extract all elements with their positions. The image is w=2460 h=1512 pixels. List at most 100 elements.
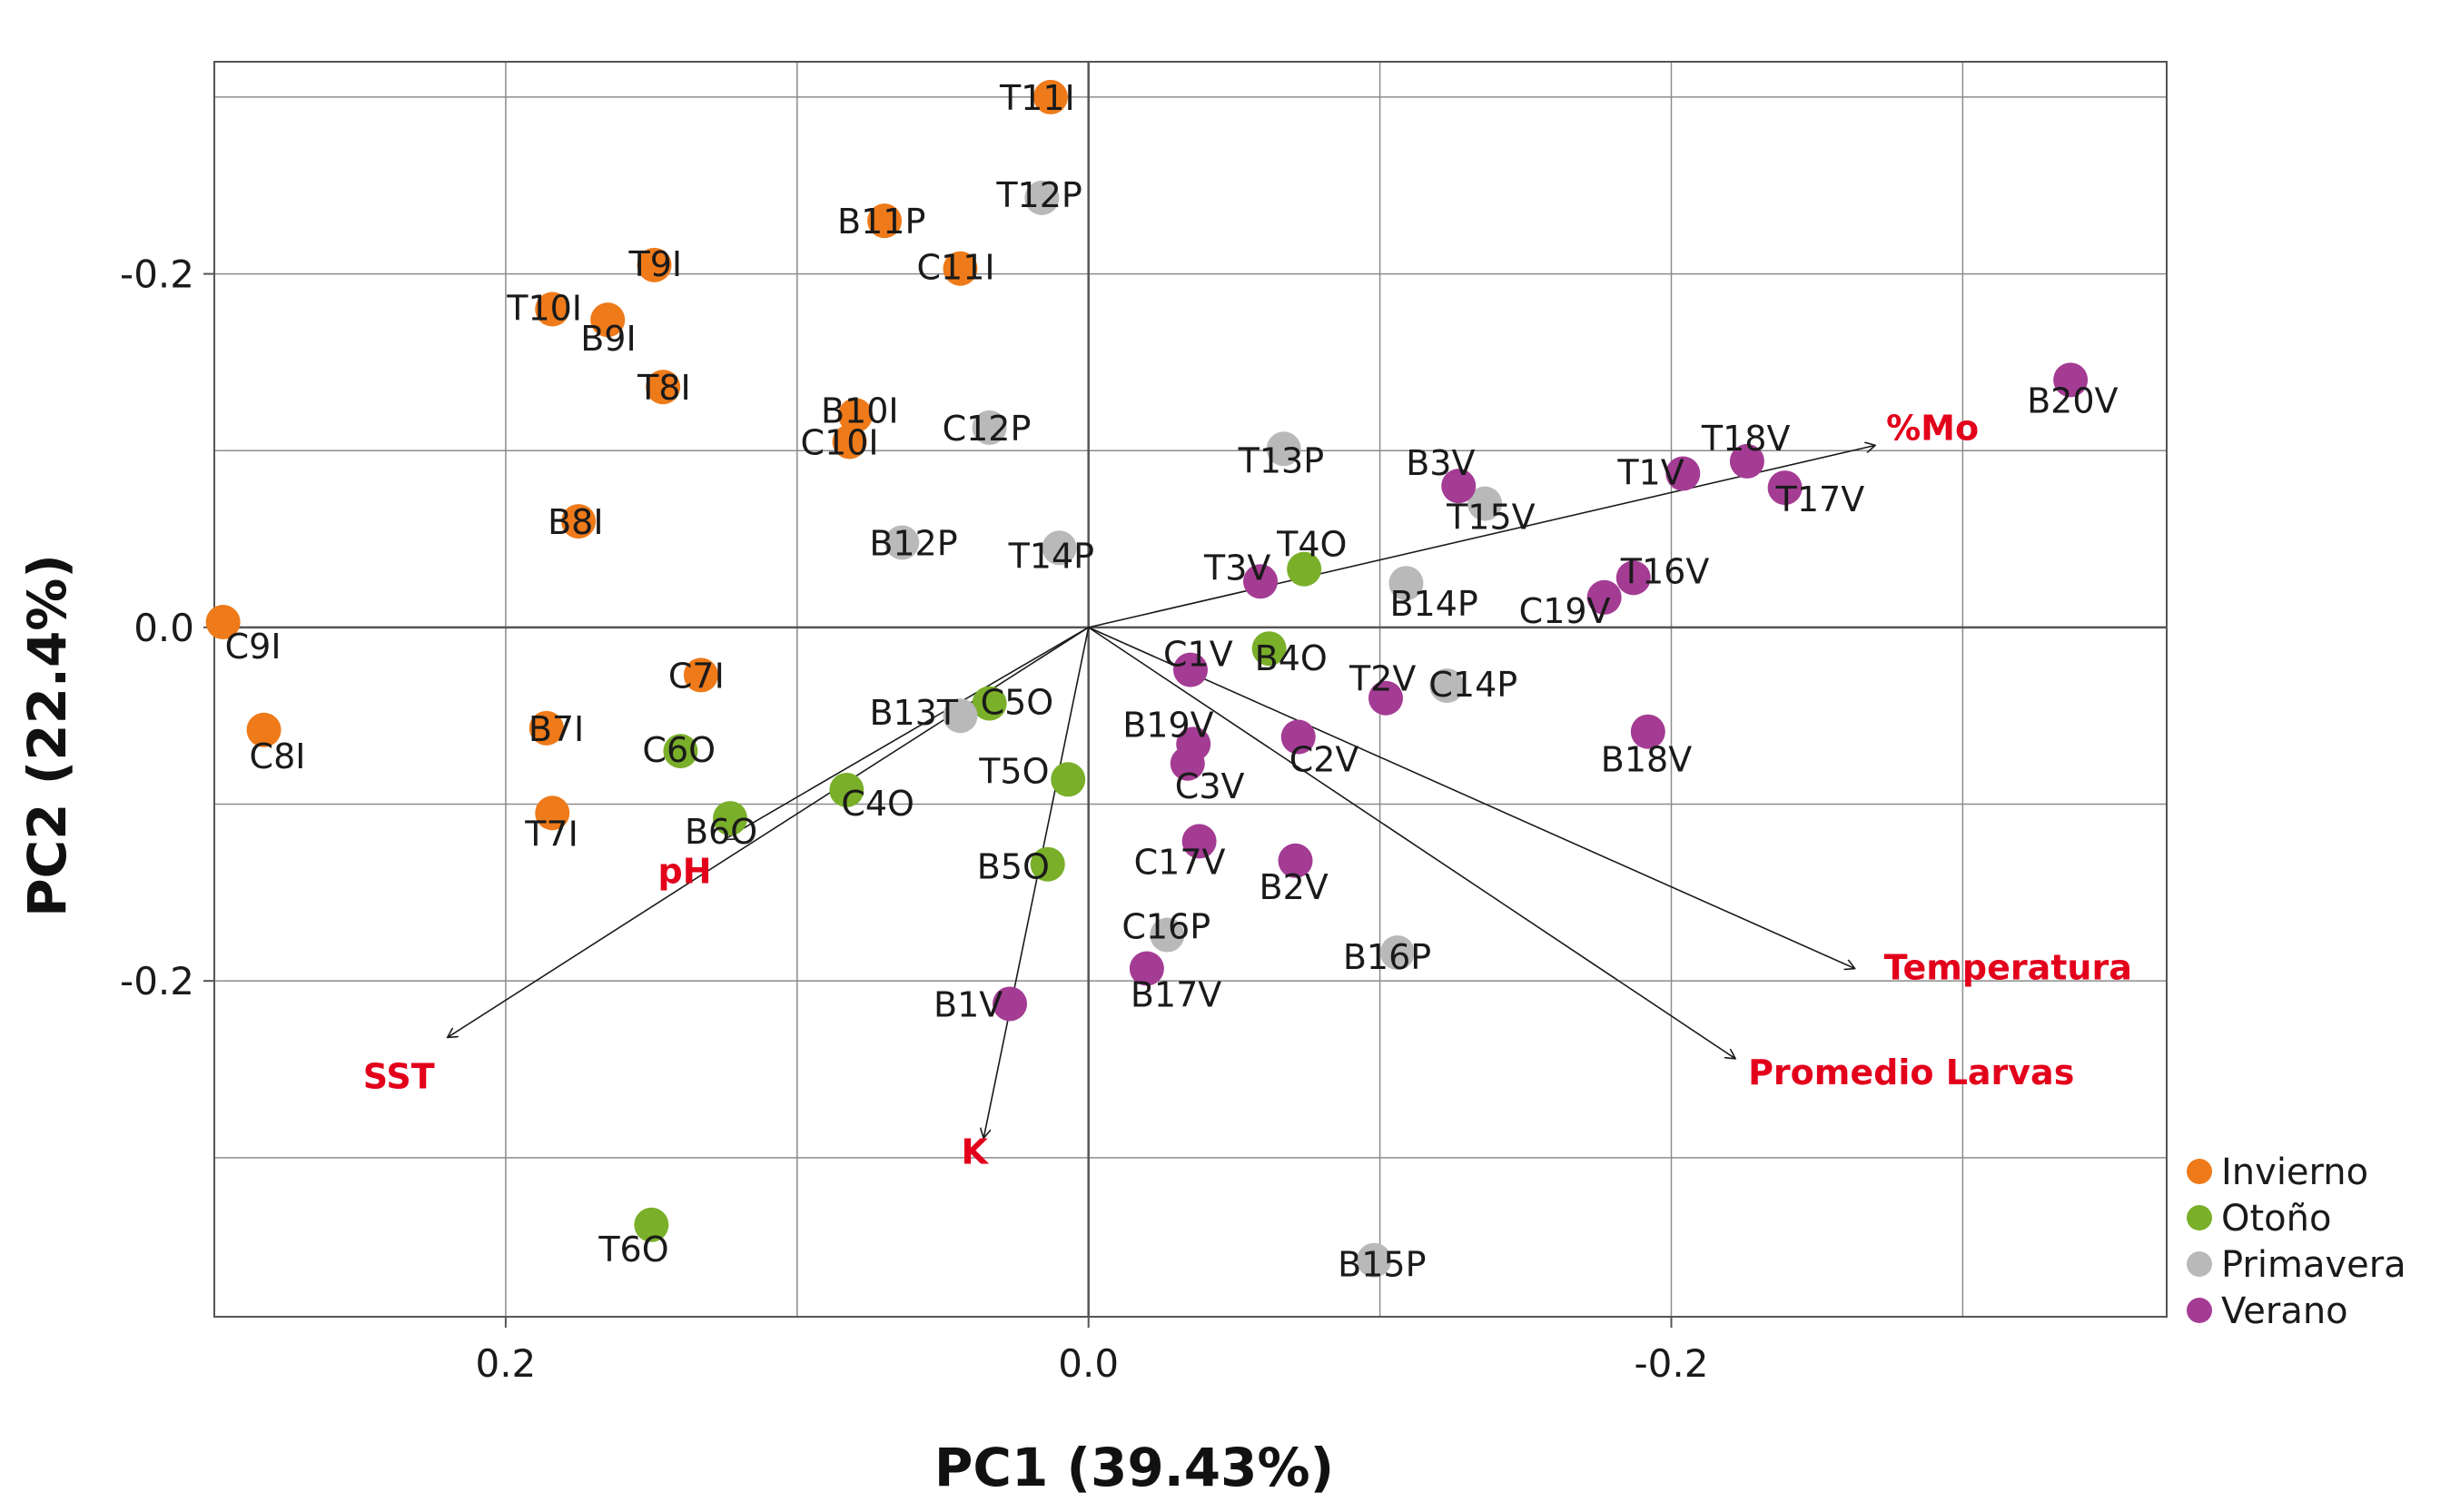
point-t2v: [1368, 680, 1403, 716]
point-label-c19v: C19V: [1519, 591, 1611, 631]
point-c6o: [663, 734, 698, 769]
vector-k: [983, 627, 1090, 1139]
point-label-t14p: T14P: [1008, 536, 1094, 576]
point-b10i: [837, 398, 873, 433]
point-label-c2v: C2V: [1289, 740, 1359, 780]
point-label-b12p: B12P: [869, 523, 957, 563]
point-label-t4o: T4O: [1276, 525, 1347, 565]
vector-label-promedio-larvas: Promedio Larvas: [1748, 1052, 2074, 1092]
point-b17v: [1129, 951, 1164, 986]
point-label-c11i: C11I: [916, 248, 994, 288]
point-b4o: [1251, 631, 1287, 667]
point-c16p: [1150, 917, 1185, 953]
legend-swatch-verano: [2187, 1298, 2212, 1323]
point-c4o: [829, 772, 864, 807]
point-c11i: [943, 251, 978, 286]
y-axis-title: PC2 (22.4%): [16, 554, 78, 917]
point-c3v: [1170, 746, 1205, 781]
point-b20v: [2053, 362, 2089, 398]
point-label-b17v: B17V: [1131, 975, 1221, 1015]
point-b13t: [943, 698, 978, 734]
legend-label-invierno: Invierno: [2221, 1151, 2368, 1193]
point-label-b4o: B4O: [1255, 638, 1328, 678]
point-label-c6o: C6O: [642, 730, 716, 770]
legend-swatch-primavera: [2187, 1251, 2212, 1277]
x-tick-label: 0.2: [475, 1341, 536, 1386]
point-t4o: [1287, 551, 1322, 587]
point-label-t7i: T7I: [524, 814, 578, 854]
point-label-b8i: B8I: [548, 502, 603, 542]
point-label-t2v: T2V: [1349, 659, 1416, 699]
point-label-c4o: C4O: [841, 784, 914, 824]
point-b9i: [590, 302, 626, 338]
vector-label-sst: SST: [363, 1056, 435, 1096]
point-t1v: [1665, 456, 1701, 491]
point-t10i: [535, 292, 570, 327]
point-label-c1v: C1V: [1163, 635, 1233, 675]
score-points: [205, 79, 2089, 1278]
point-t12p: [1024, 180, 1060, 215]
point-t16v: [1615, 560, 1651, 596]
x-tick-label: 0.0: [1058, 1341, 1119, 1386]
point-c9i: [205, 605, 241, 640]
point-label-t11i: T11I: [999, 78, 1075, 118]
point-label-t17v: T17V: [1775, 479, 1865, 519]
y-tick-label: 0.0: [133, 606, 194, 650]
point-b8i: [561, 504, 597, 539]
y-tick-label: -0.2: [120, 252, 194, 297]
point-b5o: [1030, 846, 1065, 882]
point-t8i: [646, 370, 681, 405]
point-t9i: [637, 247, 672, 282]
point-b15p: [1357, 1242, 1392, 1278]
point-t14p: [1042, 530, 1077, 566]
vector-label-pct-mo: %Mo: [1886, 408, 1979, 448]
vector-promedio-larvas: [1088, 627, 1735, 1059]
legend-swatch-invierno: [2187, 1159, 2212, 1184]
point-label-c17v: C17V: [1134, 842, 1226, 882]
point-c19v: [1586, 579, 1622, 615]
axis-ticks: 0.2 0.0 -0.2 -0.2 0.0 -0.2: [120, 252, 1708, 1386]
point-label-c5o: C5O: [981, 683, 1054, 723]
vector-ph: [725, 627, 1090, 840]
vector-labels: %Mo Temperatura Promedio Larvas pH SST K: [363, 408, 2132, 1171]
point-b3v: [1441, 469, 1477, 504]
point-label-b3v: B3V: [1406, 443, 1475, 483]
point-b1v: [993, 986, 1028, 1022]
point-b14p: [1388, 566, 1424, 601]
point-b18v: [1630, 714, 1665, 749]
vector-temperatura: [1088, 627, 1855, 969]
point-label-b15p: B15P: [1338, 1245, 1426, 1285]
legend-swatch-oto-o: [2187, 1205, 2212, 1230]
point-c1v: [1173, 652, 1208, 687]
legend-label-verano: Verano: [2221, 1290, 2348, 1332]
point-t11i: [1032, 79, 1068, 114]
plot-border: [213, 61, 2168, 1318]
point-label-b14p: B14P: [1389, 584, 1477, 624]
point-b16p: [1379, 935, 1415, 971]
vector-label-k: K: [961, 1132, 989, 1171]
point-label-t13p: T13P: [1238, 440, 1324, 480]
point-b11p: [867, 203, 903, 239]
point-label-t15v: T15V: [1446, 498, 1536, 538]
point-label-c7i: C7I: [668, 656, 725, 696]
point-t7i: [535, 796, 570, 831]
point-label-b19v: B19V: [1122, 705, 1213, 745]
point-c5o: [972, 686, 1007, 721]
point-label-b11p: B11P: [837, 202, 925, 242]
point-b2v: [1278, 843, 1313, 878]
point-label-t5o: T5O: [978, 751, 1049, 791]
point-label-b18v: B18V: [1601, 740, 1692, 780]
plot-background: [214, 62, 2167, 1317]
point-b12p: [884, 525, 920, 560]
point-label-b13t: B13T: [869, 693, 958, 733]
vector-label-ph: pH: [658, 851, 712, 891]
point-label-t8i: T8I: [637, 368, 691, 408]
point-label-c12p: C12P: [943, 409, 1032, 449]
point-t5o: [1051, 762, 1086, 797]
point-label-b5o: B5O: [977, 847, 1050, 887]
point-c14p: [1429, 668, 1465, 704]
point-label-b9i: B9I: [580, 319, 636, 359]
